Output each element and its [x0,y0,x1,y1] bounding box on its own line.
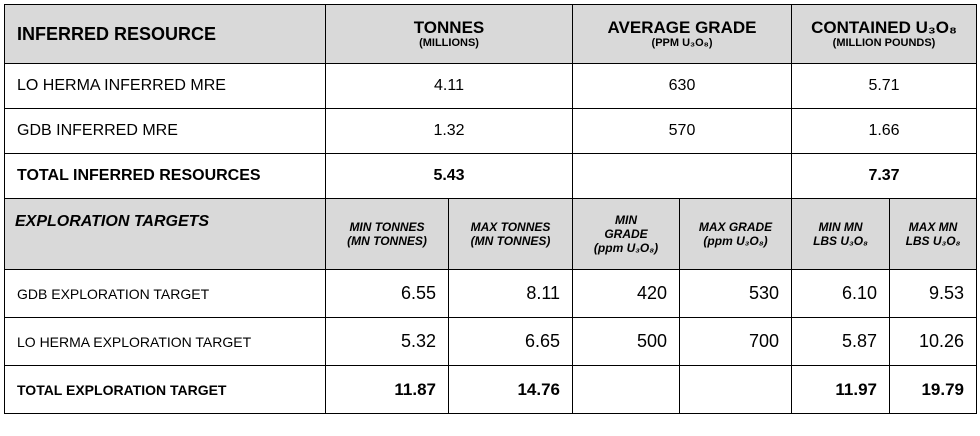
tonnes-header: TONNES (MILLIONS) [324,4,574,64]
max-tonnes-header: MAX TONNES (MN TONNES) [447,198,574,270]
min-grade-header: MIN GRADE (ppm U₃O₈) [572,198,681,270]
max-lbs-header: MAX MN LBS U₃O₈ [889,198,978,270]
header-line: MIN MN [818,220,863,234]
table-row: GDB INFERRED MRE 1.32 570 1.66 [4,108,978,154]
row-label: LO HERMA INFERRED MRE [4,63,326,109]
max-lbs-value: 9.53 [889,269,978,318]
min-lbs-header: MIN MN LBS U₃O₈ [791,198,891,270]
row-label: TOTAL EXPLORATION TARGET [4,365,326,414]
header-line: (MN TONNES) [470,234,551,248]
header-line: MAX GRADE [698,220,773,234]
min-lbs-value: 6.10 [791,269,891,318]
row-label: GDB INFERRED MRE [4,108,326,154]
average-grade-header-title: AVERAGE GRADE [607,18,757,37]
contained-header: CONTAINED U₃O₈ (MILLION POUNDS) [791,4,978,64]
inferred-header-row: INFERRED RESOURCE TONNES (MILLIONS) AVER… [4,4,978,64]
exploration-targets-header: EXPLORATION TARGETS [4,198,326,270]
total-row: TOTAL EXPLORATION TARGET 11.87 14.76 11.… [4,365,978,414]
max-lbs-value: 10.26 [889,317,978,366]
resource-table: INFERRED RESOURCE TONNES (MILLIONS) AVER… [4,4,978,414]
header-line: LBS U₃O₈ [813,234,868,248]
min-tonnes-header: MIN TONNES (MN TONNES) [325,198,449,270]
header-line: MIN [615,213,638,227]
row-label: GDB EXPLORATION TARGET [4,269,326,318]
min-grade-value [572,365,681,414]
grade-value: 630 [572,63,793,109]
header-line: (ppm U₃O₈) [593,241,659,255]
grade-value: 570 [572,108,793,154]
contained-header-unit: (MILLION POUNDS) [832,37,936,49]
min-tonnes-value: 11.87 [325,365,449,414]
min-lbs-value: 11.97 [791,365,891,414]
tonnes-header-title: TONNES [413,18,485,37]
max-tonnes-value: 8.11 [447,269,574,318]
row-label: TOTAL INFERRED RESOURCES [4,153,326,199]
min-tonnes-value: 5.32 [325,317,449,366]
exploration-header-row: EXPLORATION TARGETS MIN TONNES (MN TONNE… [4,198,978,270]
tonnes-value: 5.43 [324,153,574,199]
header-line: (MN TONNES) [347,234,427,248]
inferred-resource-header: INFERRED RESOURCE [4,4,326,64]
min-grade-value: 500 [572,317,681,366]
max-lbs-value: 19.79 [889,365,978,414]
header-line: GRADE [604,227,648,241]
min-grade-value: 420 [572,269,681,318]
min-lbs-value: 5.87 [791,317,891,366]
max-grade-header: MAX GRADE (ppm U₃O₈) [679,198,793,270]
contained-value: 5.71 [791,63,978,109]
max-tonnes-value: 14.76 [447,365,574,414]
tonnes-value: 1.32 [324,108,574,154]
table-row: LO HERMA EXPLORATION TARGET 5.32 6.65 50… [4,317,978,366]
table-row: LO HERMA INFERRED MRE 4.11 630 5.71 [4,63,978,109]
header-line: (ppm U₃O₈) [703,234,768,248]
max-tonnes-value: 6.65 [447,317,574,366]
tonnes-value: 4.11 [324,63,574,109]
min-tonnes-value: 6.55 [325,269,449,318]
header-line: MAX TONNES [470,220,551,234]
tonnes-header-unit: (MILLIONS) [419,37,479,49]
header-line: MAX MN [908,220,958,234]
total-row: TOTAL INFERRED RESOURCES 5.43 7.37 [4,153,978,199]
grade-value [572,153,793,199]
contained-value: 1.66 [791,108,978,154]
header-line: LBS U₃O₈ [905,234,961,248]
contained-header-title: CONTAINED U₃O₈ [811,18,957,37]
max-grade-value: 700 [679,317,793,366]
max-grade-value: 530 [679,269,793,318]
average-grade-header-unit: (PPM U₃O₈) [651,37,713,49]
table-row: GDB EXPLORATION TARGET 6.55 8.11 420 530… [4,269,978,318]
average-grade-header: AVERAGE GRADE (PPM U₃O₈) [572,4,793,64]
row-label: LO HERMA EXPLORATION TARGET [4,317,326,366]
header-line: MIN TONNES [349,220,425,234]
max-grade-value [679,365,793,414]
contained-value: 7.37 [791,153,978,199]
